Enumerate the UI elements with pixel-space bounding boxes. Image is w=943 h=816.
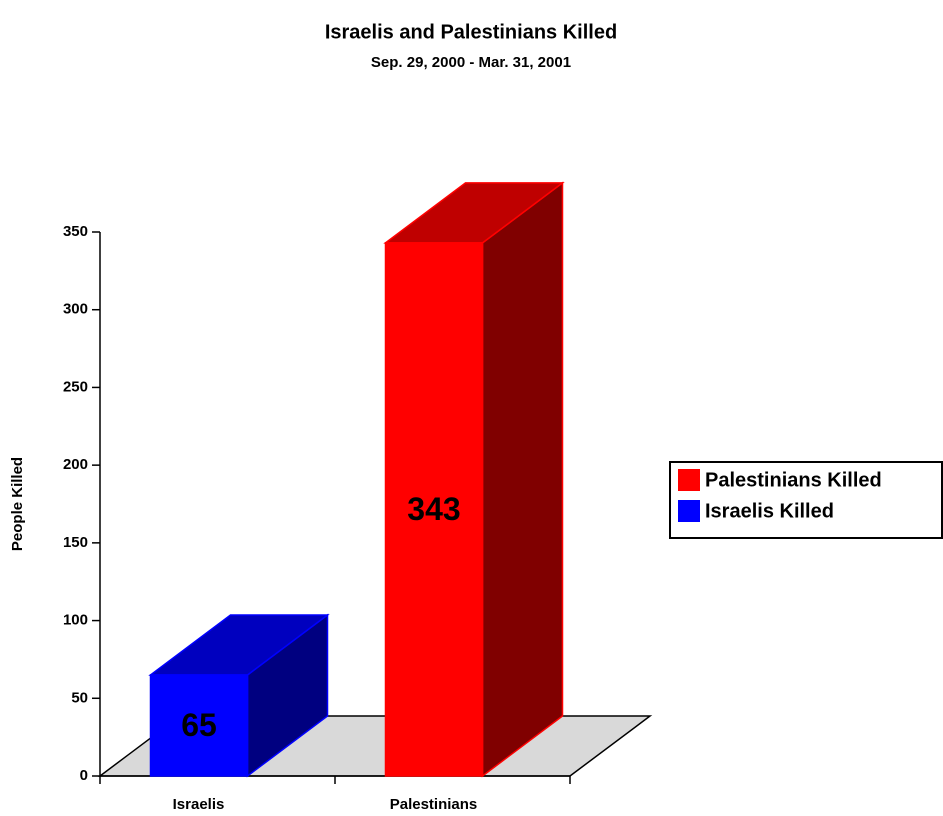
legend-label: Palestinians Killed bbox=[705, 469, 882, 491]
y-tick-label: 250 bbox=[63, 378, 88, 395]
y-tick-label: 0 bbox=[80, 767, 88, 784]
y-tick-label: 100 bbox=[63, 612, 88, 629]
legend-swatch bbox=[678, 500, 700, 522]
data-label: 65 bbox=[181, 707, 217, 743]
y-axis-label: People Killed bbox=[9, 457, 26, 551]
x-tick-label: Palestinians bbox=[390, 796, 478, 813]
bar-side bbox=[481, 181, 564, 778]
legend-swatch bbox=[678, 469, 700, 491]
y-tick-label: 50 bbox=[71, 689, 88, 706]
y-tick-label: 150 bbox=[63, 534, 88, 551]
chart-subtitle: Sep. 29, 2000 - Mar. 31, 2001 bbox=[371, 54, 571, 71]
chart-title: Israelis and Palestinians Killed bbox=[325, 21, 617, 43]
y-tick-label: 300 bbox=[63, 301, 88, 318]
legend-label: Israelis Killed bbox=[705, 500, 834, 522]
data-label: 343 bbox=[407, 491, 460, 527]
y-tick-label: 200 bbox=[63, 456, 88, 473]
legend-box bbox=[669, 461, 943, 539]
bar bbox=[384, 242, 484, 777]
x-tick-label: Israelis bbox=[173, 796, 225, 813]
bar bbox=[149, 674, 249, 777]
y-tick-label: 350 bbox=[63, 223, 88, 240]
